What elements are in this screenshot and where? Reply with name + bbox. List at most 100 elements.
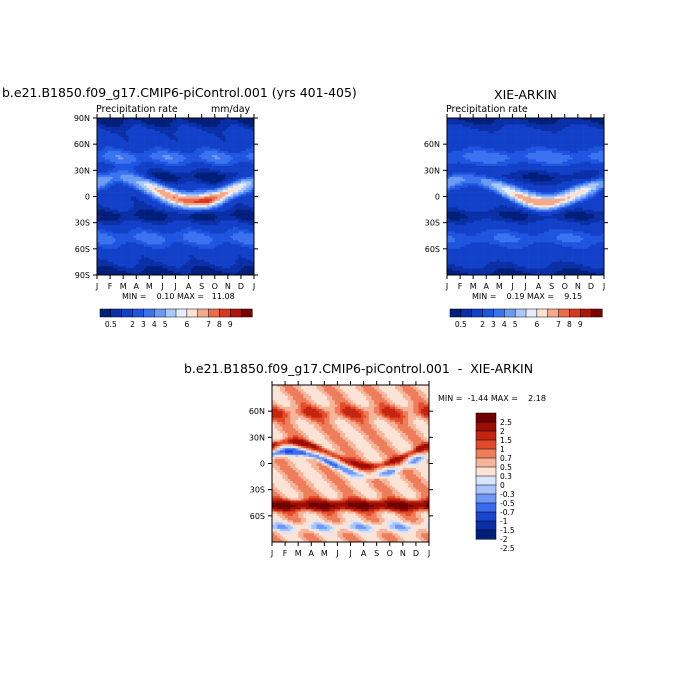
left-panel-cell (199, 174, 202, 178)
left-panel-cell (217, 248, 221, 252)
left-panel-cell (165, 213, 168, 217)
left-panel-cell (172, 264, 176, 267)
left-panel-cell (188, 222, 192, 226)
bottom-panel-stats: MIN = -1.44 MAX = 2.18 (438, 394, 546, 403)
left-panel-cell (185, 181, 189, 184)
left-panel-cell (233, 150, 236, 154)
left-panel-cell (238, 231, 242, 234)
left-panel-cell (222, 148, 226, 152)
left-panel-cell (222, 165, 226, 169)
left-panel-cell (104, 235, 108, 239)
left-panel-cell (123, 189, 127, 193)
left-panel-cell (165, 137, 168, 141)
left-panel-month-label: F (108, 282, 113, 291)
left-panel-cell (172, 207, 176, 210)
left-panel-cell (112, 128, 116, 132)
left-panel-cell (144, 172, 148, 175)
left-panel-cell (225, 146, 229, 149)
left-panel-cell (151, 255, 155, 258)
right-panel-cell (447, 159, 450, 162)
left-panel-cell (188, 122, 192, 125)
left-panel-cell (159, 257, 163, 261)
left-panel-cell (128, 205, 132, 208)
right-panel-cell (449, 118, 453, 121)
left-panel-cell (238, 227, 242, 230)
left-panel-cell (138, 135, 142, 138)
left-panel-cell (131, 159, 134, 162)
left-panel-cell (117, 155, 121, 158)
left-panel-cell (112, 144, 116, 147)
left-colorbar-label: 0.5 (105, 320, 117, 329)
left-panel-cell (251, 159, 255, 162)
right-panel-cell (457, 183, 461, 186)
left-panel-cell (251, 179, 255, 182)
left-panel-cell (172, 139, 176, 143)
left-panel-cell (120, 155, 124, 158)
left-panel-cell (214, 229, 218, 232)
left-panel-cell (141, 222, 145, 226)
left-panel-cell (191, 155, 195, 158)
left-panel-cell (212, 194, 216, 197)
left-panel-cell (212, 222, 216, 226)
left-panel-cell (162, 181, 166, 184)
left-panel-cell (196, 187, 200, 191)
left-panel-cell (99, 200, 103, 204)
right-panel-cell (454, 209, 458, 213)
left-panel-cell (251, 168, 255, 171)
left-panel-cell (117, 148, 121, 152)
left-panel-cell (123, 218, 127, 221)
left-panel-cell (172, 181, 176, 184)
left-panel-cell (146, 183, 150, 186)
right-panel-cell (457, 148, 461, 152)
left-panel-cell (115, 205, 119, 208)
left-panel-cell (204, 270, 208, 274)
left-panel-cell (167, 189, 171, 193)
left-panel-cell (206, 172, 210, 175)
left-panel-cell (191, 251, 195, 254)
left-panel-cell (180, 137, 184, 141)
left-panel-cell (144, 196, 148, 199)
left-panel-cell (102, 176, 106, 180)
left-panel-cell (222, 150, 226, 154)
left-panel-cell (191, 200, 195, 204)
left-panel-cell (193, 165, 197, 169)
left-panel-cell (172, 170, 176, 173)
left-panel-cell (243, 157, 247, 160)
left-panel-cell (144, 222, 148, 226)
left-panel-cell (212, 150, 216, 154)
left-panel-cell (141, 159, 145, 162)
left-panel-cell (170, 264, 174, 267)
left-panel-cell (251, 233, 255, 237)
left-panel-cell (235, 253, 239, 256)
left-panel-cell (104, 152, 108, 156)
left-panel-cell (125, 231, 129, 234)
left-panel-cell (217, 198, 221, 202)
left-panel-cell (212, 235, 216, 239)
left-panel-cell (191, 176, 195, 180)
right-panel-cell (465, 196, 469, 199)
right-panel-cell (457, 168, 461, 171)
left-panel-cell (107, 266, 111, 269)
left-panel-cell (133, 159, 137, 162)
left-panel-cell (191, 268, 195, 271)
left-panel-cell (128, 137, 132, 141)
left-panel-cell (146, 157, 150, 160)
left-panel-cell (183, 122, 187, 125)
left-panel-cell (185, 189, 189, 193)
left-panel-cell (191, 272, 195, 276)
left-panel-cell (123, 181, 127, 184)
left-panel-cell (206, 229, 210, 232)
left-panel-cell (222, 264, 226, 267)
left-panel-cell (104, 192, 108, 195)
left-panel-cell (162, 137, 166, 141)
left-panel-cell (167, 255, 171, 258)
right-panel-cell (460, 266, 463, 269)
left-panel-cell (154, 227, 158, 230)
right-panel-cell (452, 165, 456, 169)
left-panel-cell (97, 216, 100, 219)
left-panel-cell (175, 187, 179, 191)
right-panel-cell (457, 227, 461, 230)
left-panel-cell (225, 213, 229, 217)
left-panel-cell (172, 148, 176, 152)
left-panel-cell (178, 194, 182, 197)
